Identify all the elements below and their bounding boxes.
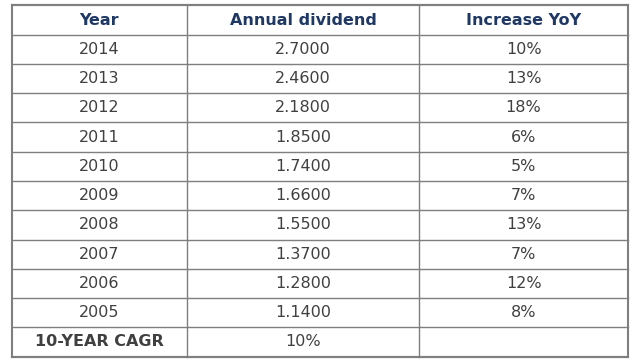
Text: 7%: 7% [511, 188, 536, 203]
Text: 1.3700: 1.3700 [275, 247, 331, 262]
Text: 2.7000: 2.7000 [275, 42, 331, 57]
Text: 1.2800: 1.2800 [275, 276, 331, 291]
Text: 2013: 2013 [79, 71, 120, 86]
Text: 2012: 2012 [79, 100, 120, 115]
Text: 1.6600: 1.6600 [275, 188, 331, 203]
Text: 2014: 2014 [79, 42, 120, 57]
Text: 18%: 18% [506, 100, 541, 115]
Text: 2010: 2010 [79, 159, 120, 174]
Text: 8%: 8% [511, 305, 536, 320]
Text: 2005: 2005 [79, 305, 120, 320]
Text: Year: Year [79, 13, 119, 28]
Text: 7%: 7% [511, 247, 536, 262]
Text: 2011: 2011 [79, 130, 120, 144]
Text: 2006: 2006 [79, 276, 120, 291]
Text: 1.8500: 1.8500 [275, 130, 331, 144]
Text: 2.1800: 2.1800 [275, 100, 331, 115]
Text: 2008: 2008 [79, 218, 120, 232]
Text: 1.5500: 1.5500 [275, 218, 331, 232]
Text: 10%: 10% [506, 42, 541, 57]
Text: 1.1400: 1.1400 [275, 305, 331, 320]
Text: Increase YoY: Increase YoY [466, 13, 581, 28]
Text: 5%: 5% [511, 159, 536, 174]
Text: 10%: 10% [285, 334, 321, 349]
Text: 2.4600: 2.4600 [275, 71, 331, 86]
Text: 2009: 2009 [79, 188, 120, 203]
Text: 13%: 13% [506, 71, 541, 86]
Text: Annual dividend: Annual dividend [230, 13, 376, 28]
Text: 2007: 2007 [79, 247, 120, 262]
Text: 12%: 12% [506, 276, 541, 291]
Text: 1.7400: 1.7400 [275, 159, 331, 174]
Text: 10-YEAR CAGR: 10-YEAR CAGR [35, 334, 164, 349]
Text: 13%: 13% [506, 218, 541, 232]
Text: 6%: 6% [511, 130, 536, 144]
